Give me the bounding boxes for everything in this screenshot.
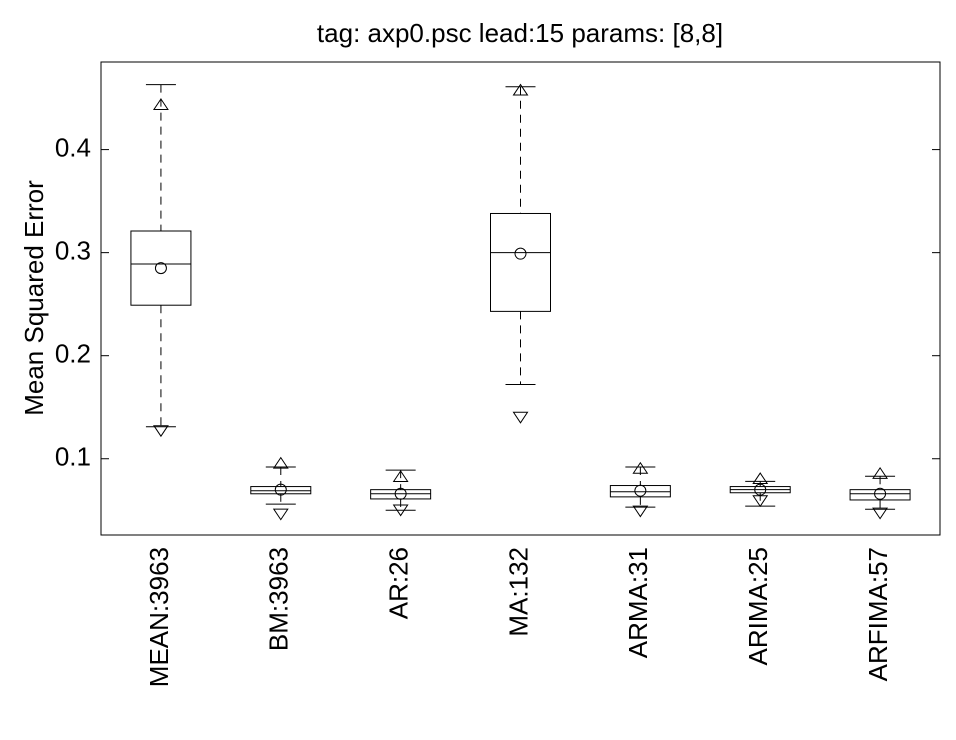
x-tick-label: ARFIMA:57 (863, 547, 893, 681)
y-tick-label: 0.3 (55, 236, 91, 266)
box (490, 212, 551, 312)
lower-marker (392, 504, 409, 517)
upper-marker (392, 470, 409, 482)
lower-marker (512, 411, 529, 424)
box (130, 230, 192, 306)
upper-marker (872, 466, 889, 479)
y-tick-label: 0.2 (55, 339, 91, 369)
x-tick-label: ARIMA:25 (743, 547, 773, 666)
plot-frame (100, 61, 941, 536)
y-axis-label: Mean Squared Error (19, 180, 49, 416)
y-tick-label: 0.1 (55, 442, 91, 472)
x-tick-label: MEAN:3963 (144, 547, 174, 687)
upper-marker (752, 472, 769, 485)
x-tick-label: BM:3963 (264, 547, 294, 651)
mean-marker (514, 247, 527, 260)
x-tick-label: AR:26 (384, 547, 414, 619)
mean-marker (154, 262, 167, 275)
upper-marker (152, 98, 169, 110)
upper-marker (632, 461, 649, 474)
y-tick-label: 0.4 (55, 132, 91, 162)
mean-marker (874, 487, 887, 500)
lower-marker (872, 507, 889, 520)
lower-marker (152, 425, 169, 438)
lower-marker (632, 505, 649, 518)
x-tick-label: ARMA:31 (623, 547, 653, 658)
upper-marker (512, 83, 529, 96)
box (849, 489, 911, 501)
mean-marker (274, 483, 287, 496)
mean-marker (394, 487, 407, 500)
upper-marker (272, 456, 289, 469)
box (250, 486, 312, 495)
mean-marker (634, 484, 647, 497)
x-tick-label: MA:132 (503, 547, 533, 637)
lower-marker (272, 508, 289, 521)
chart-title: tag: axp0.psc lead:15 params: [8,8] (317, 18, 723, 48)
lower-marker (752, 495, 769, 508)
mean-marker (754, 483, 767, 496)
